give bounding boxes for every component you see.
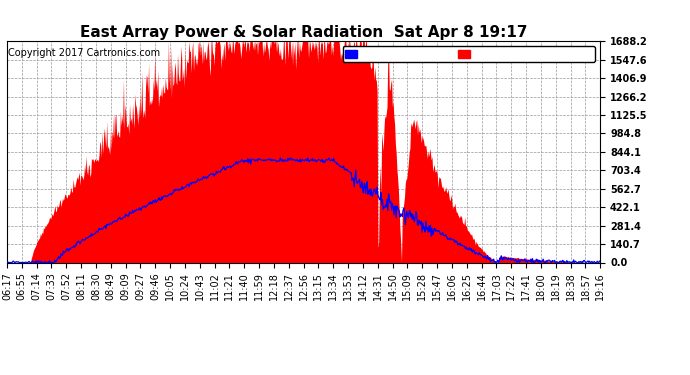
Title: East Array Power & Solar Radiation  Sat Apr 8 19:17: East Array Power & Solar Radiation Sat A… <box>80 25 527 40</box>
Legend: Radiation (w/m2), East Array (DC Watts): Radiation (w/m2), East Array (DC Watts) <box>342 46 595 62</box>
Text: Copyright 2017 Cartronics.com: Copyright 2017 Cartronics.com <box>8 48 160 58</box>
